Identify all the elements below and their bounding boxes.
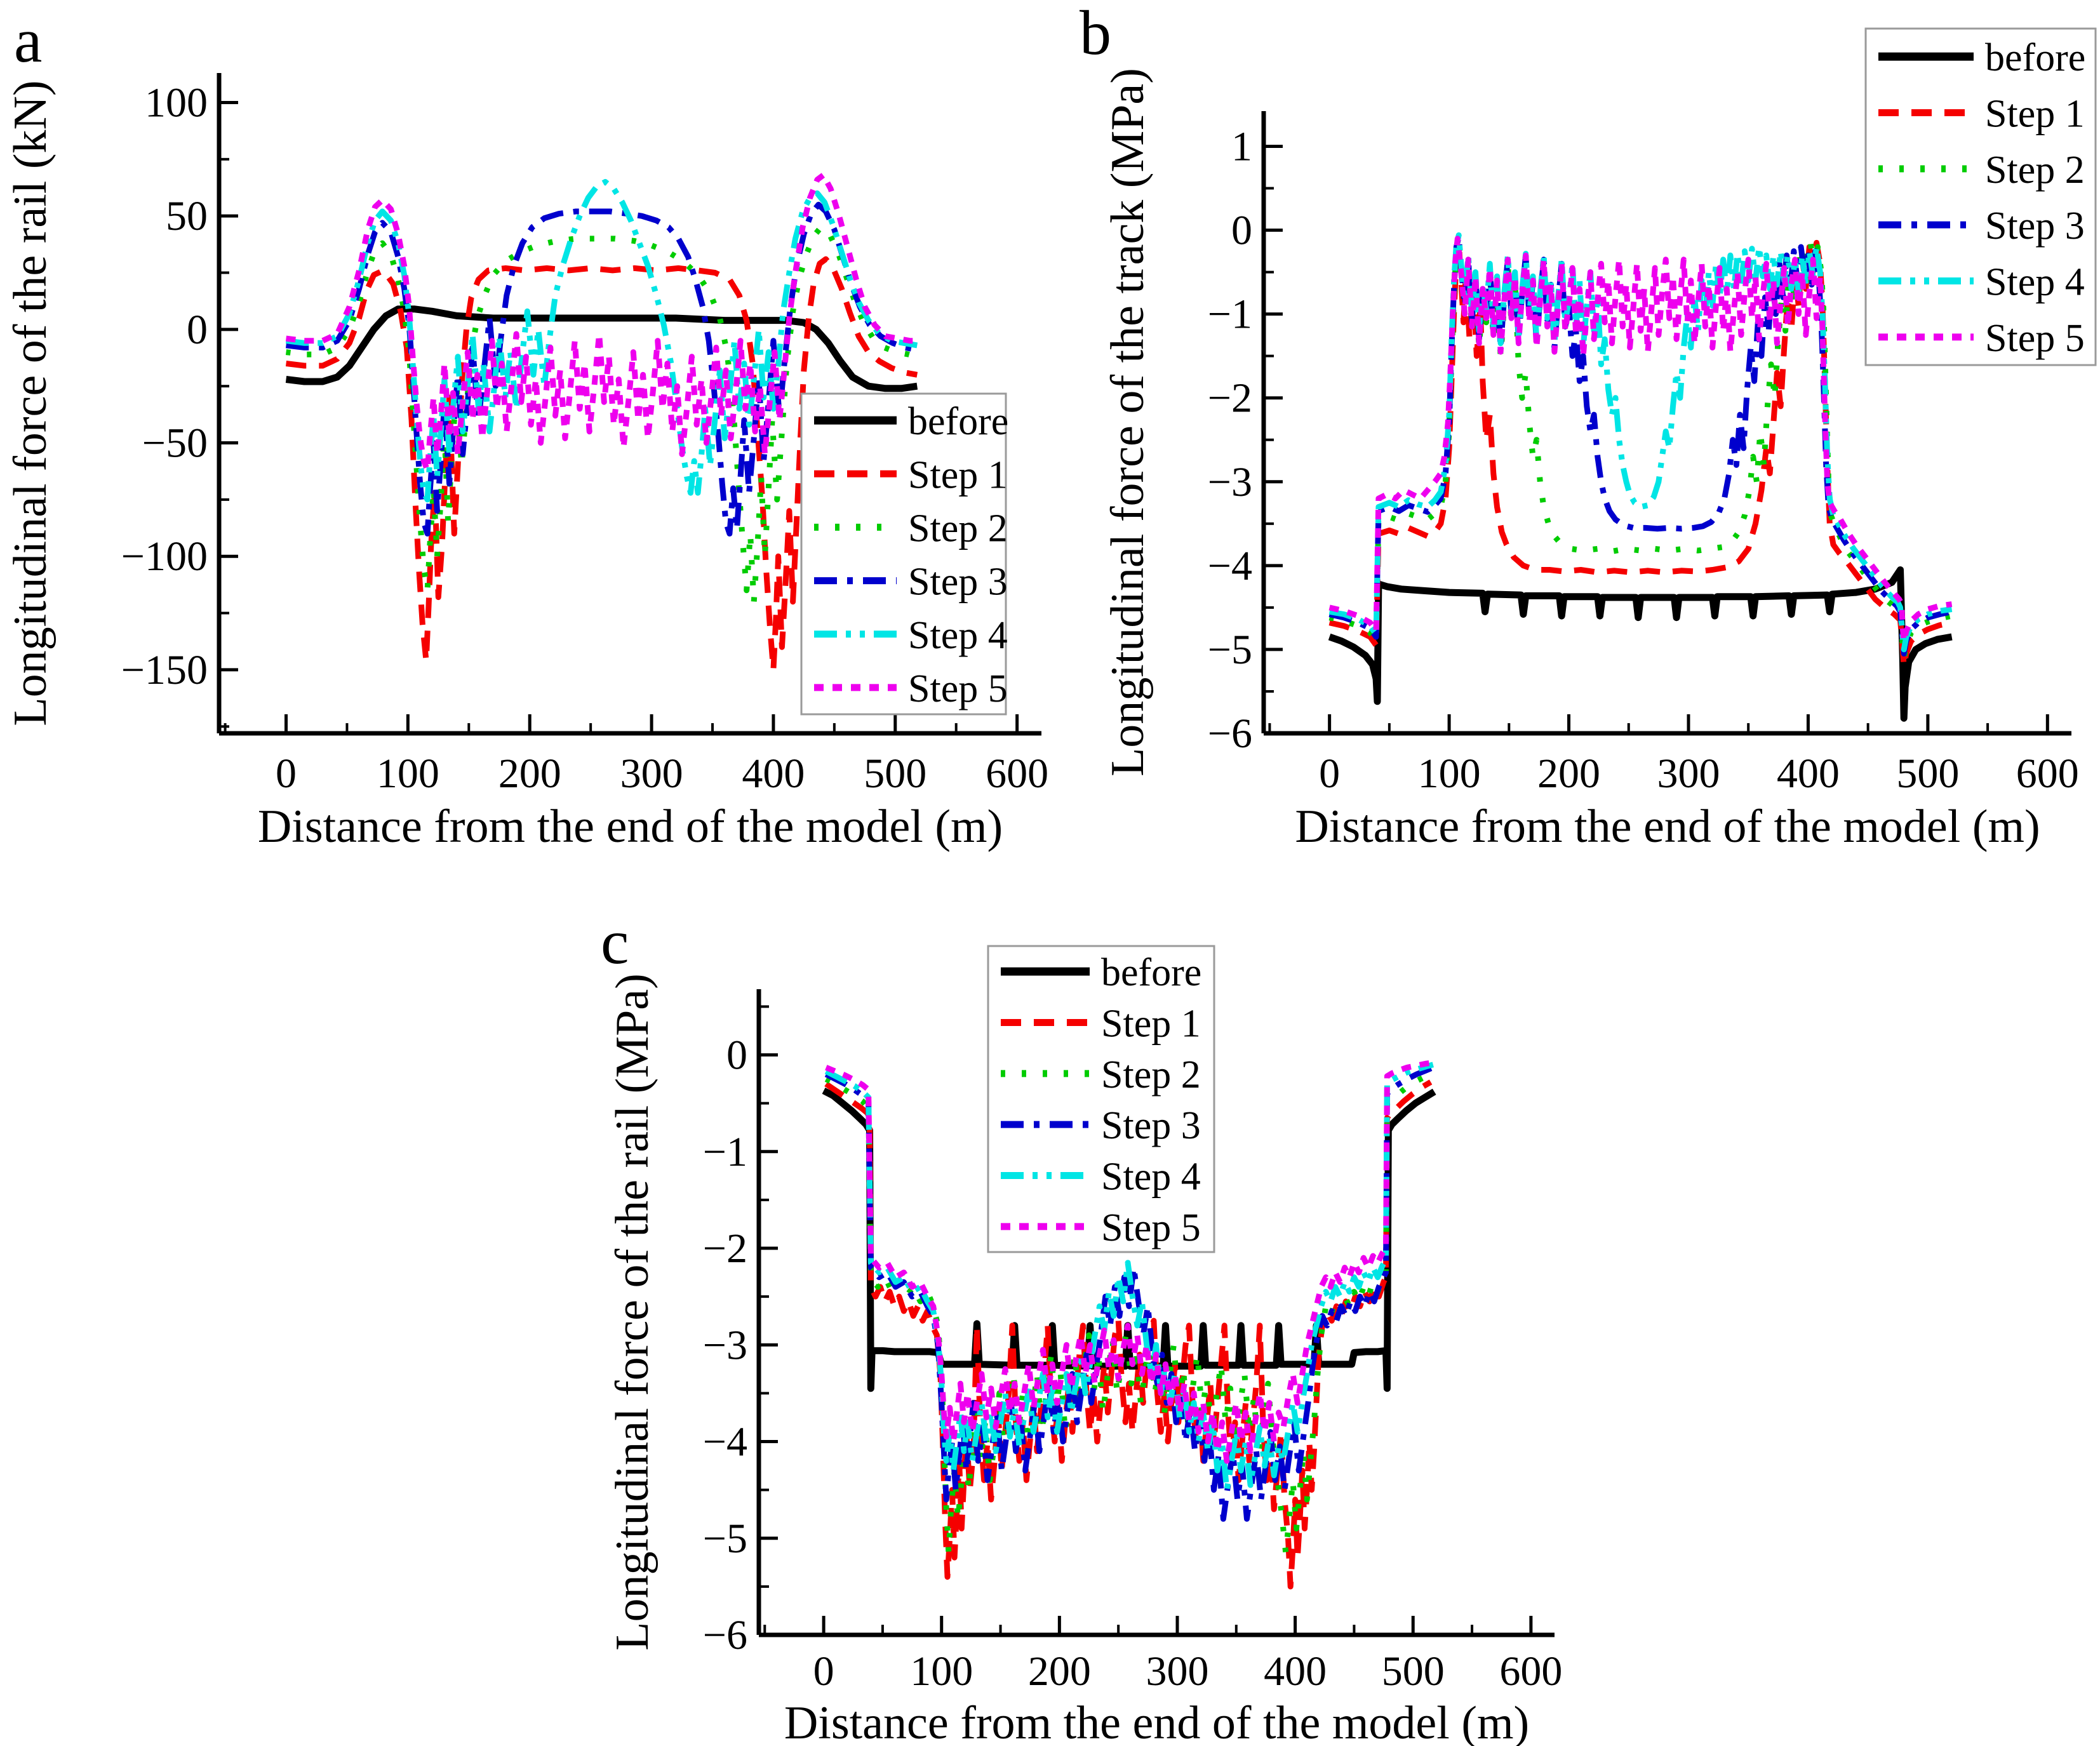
y-tick-label: −5: [1208, 627, 1252, 673]
legend-panel-c: before Step 1 Step 2 Step 3 Step 4 Step 5: [987, 945, 1215, 1253]
legend-label: Step 1: [1985, 93, 2085, 136]
y-tick-label: 1: [1231, 123, 1252, 170]
x-tick-label: 200: [1028, 1648, 1091, 1695]
x-tick-label: 500: [864, 750, 926, 797]
y-tick-label: 100: [145, 79, 208, 126]
series-step-1: [1328, 239, 1953, 669]
series-step-1: [285, 256, 918, 673]
x-tick-label: 400: [1777, 750, 1840, 797]
legend-label: Step 1: [1101, 1003, 1201, 1046]
x-tick-label: 500: [1896, 750, 1959, 797]
chart-panel-c: 0 100 200 300 400 500 600 0 −1 −2 −3 −4 −5 −6 Distance…: [606, 945, 1562, 1746]
y-tick-label: −2: [1208, 375, 1252, 422]
panel-letter-a: a: [14, 5, 43, 76]
series-step-5: [1328, 236, 1953, 644]
panel-letter-c: c: [601, 907, 629, 977]
series-step-4: [824, 1062, 1434, 1493]
series-step-4: [1328, 232, 1953, 653]
y-tick-label: −6: [703, 1612, 747, 1658]
x-axis-title: Distance from the end of the model (m): [784, 1697, 1529, 1746]
legend-label: Step 4: [908, 614, 1008, 657]
series-step-5: [285, 172, 918, 473]
legend-label: Step 5: [1985, 317, 2085, 360]
legend-panel-b: before Step 1 Step 2 Step 3 Step 4 Step 5: [1864, 27, 2097, 366]
legend-box: [987, 945, 1215, 1253]
x-tick-label: 200: [1537, 750, 1600, 797]
legend-label: Step 1: [908, 453, 1008, 496]
x-tick-label: 300: [1146, 1648, 1208, 1695]
legend-label: Step 2: [908, 507, 1008, 550]
x-tick-label: 500: [1382, 1648, 1445, 1695]
legend-label: before: [1101, 951, 1201, 994]
chart-panel-b: 0 100 200 300 400 500 600 1 0 −1 −2 −3 −4 −5 −6 Distanc…: [1102, 27, 2097, 853]
legend-label: Step 2: [1101, 1053, 1201, 1096]
x-tick-label: 100: [1418, 750, 1481, 797]
y-tick-label: −4: [1208, 543, 1252, 589]
legend-label: before: [908, 400, 1008, 443]
y-tick-label: 0: [726, 1032, 747, 1079]
y-tick-label: −6: [1208, 710, 1252, 757]
legend-box: [800, 392, 1007, 716]
y-tick-label: −3: [703, 1322, 747, 1368]
x-axis-title: Distance from the end of the model (m): [258, 801, 1003, 853]
legend-label: Step 2: [1985, 149, 2085, 192]
x-tick-label: 100: [910, 1648, 973, 1695]
legend-panel-a: before Step 1 Step 2 Step 3 Step 4 Step 5: [800, 392, 1008, 716]
y-tick-label: −4: [703, 1419, 747, 1465]
y-tick-label: −3: [1208, 459, 1252, 505]
legend-label: Step 4: [1101, 1156, 1201, 1199]
panel-letter-b: b: [1080, 0, 1111, 68]
y-tick-label: −50: [142, 420, 208, 467]
legend-label: Step 5: [908, 667, 1008, 710]
x-tick-label: 200: [498, 750, 561, 797]
y-axis-title: Longitudinal force of the track (MPa): [1102, 68, 1154, 776]
legend-label: Step 4: [1985, 261, 2085, 304]
legend-label: before: [1985, 36, 2085, 79]
y-tick-label: −150: [121, 647, 208, 693]
legend-label: Step 3: [1985, 204, 2085, 248]
series-step-2: [824, 1069, 1435, 1556]
y-tick-label: 0: [1231, 208, 1252, 254]
x-tick-label: 400: [1264, 1648, 1327, 1695]
y-tick-label: −2: [703, 1225, 747, 1272]
chart-panel-a: 0 100 200 300 400 500 600100500−50−100−150Dist…: [4, 73, 1048, 853]
x-tick-label: 0: [1319, 750, 1340, 797]
series-before: [1328, 566, 1953, 722]
y-tick-label: −100: [121, 533, 208, 580]
x-tick-label: 600: [2016, 750, 2079, 797]
x-tick-label: 600: [1499, 1648, 1562, 1695]
legend-label: Step 3: [908, 561, 1008, 604]
y-tick-label: −5: [703, 1516, 747, 1562]
y-axis-title: Longitudinal force of the rail (MPa): [606, 973, 659, 1651]
y-tick-label: 50: [166, 193, 208, 239]
series-step-4: [285, 179, 918, 503]
legend-label: Step 5: [1101, 1206, 1201, 1250]
series-step-5: [825, 1060, 1434, 1464]
y-tick-label: −1: [1208, 291, 1252, 338]
series-step-3: [824, 1065, 1435, 1522]
y-axis-title: Longitudinal force of the rail (kN): [4, 80, 57, 726]
x-tick-label: 0: [276, 750, 297, 797]
x-tick-label: 600: [986, 750, 1048, 797]
x-tick-label: 300: [620, 750, 683, 797]
x-tick-label: 100: [377, 750, 439, 797]
x-tick-label: 0: [813, 1648, 834, 1695]
x-axis-title: Distance from the end of the model (m): [1295, 801, 2040, 853]
legend-box: [1864, 27, 2097, 366]
y-tick-label: 0: [187, 307, 208, 353]
series-before: [285, 305, 918, 392]
y-tick-label: −1: [703, 1129, 747, 1175]
x-tick-label: 400: [742, 750, 805, 797]
x-tick-label: 300: [1657, 750, 1720, 797]
legend-label: Step 3: [1101, 1104, 1201, 1147]
